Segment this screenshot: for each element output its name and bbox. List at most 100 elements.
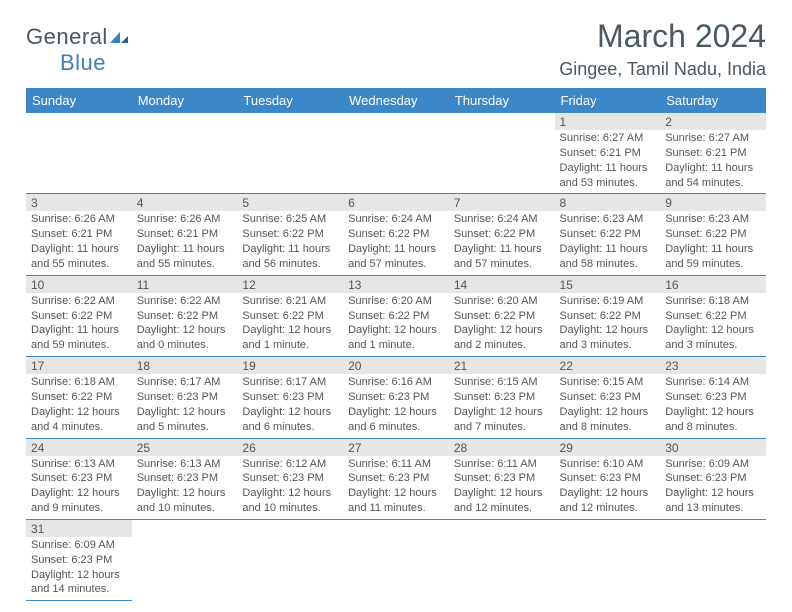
day-details: Sunrise: 6:20 AMSunset: 6:22 PMDaylight:…: [449, 293, 555, 356]
day-details: Sunrise: 6:24 AMSunset: 6:22 PMDaylight:…: [343, 211, 449, 274]
day-number: 15: [555, 276, 661, 293]
sunset-text: Sunset: 6:21 PM: [31, 227, 127, 242]
sunrise-text: Sunrise: 6:10 AM: [560, 457, 656, 472]
calendar-cell: 6Sunrise: 6:24 AMSunset: 6:22 PMDaylight…: [343, 194, 449, 275]
daylight-text: Daylight: 11 hours and 55 minutes.: [137, 242, 233, 272]
day-number: 26: [237, 439, 343, 456]
logo-text-1: General: [26, 24, 108, 49]
day-details: Sunrise: 6:27 AMSunset: 6:21 PMDaylight:…: [660, 130, 766, 193]
sunset-text: Sunset: 6:22 PM: [31, 309, 127, 324]
calendar-cell: 16Sunrise: 6:18 AMSunset: 6:22 PMDayligh…: [660, 275, 766, 356]
sunrise-text: Sunrise: 6:23 AM: [560, 212, 656, 227]
daylight-text: Daylight: 12 hours and 14 minutes.: [31, 568, 127, 598]
daylight-text: Daylight: 12 hours and 1 minute.: [348, 323, 444, 353]
day-number: 22: [555, 357, 661, 374]
day-header: Saturday: [660, 88, 766, 113]
daylight-text: Daylight: 12 hours and 10 minutes.: [242, 486, 338, 516]
sunrise-text: Sunrise: 6:17 AM: [137, 375, 233, 390]
day-header: Tuesday: [237, 88, 343, 113]
sunset-text: Sunset: 6:23 PM: [137, 471, 233, 486]
sunrise-text: Sunrise: 6:14 AM: [665, 375, 761, 390]
day-details: Sunrise: 6:26 AMSunset: 6:21 PMDaylight:…: [132, 211, 238, 274]
calendar-cell: 18Sunrise: 6:17 AMSunset: 6:23 PMDayligh…: [132, 357, 238, 438]
day-details: Sunrise: 6:16 AMSunset: 6:23 PMDaylight:…: [343, 374, 449, 437]
sunset-text: Sunset: 6:22 PM: [454, 227, 550, 242]
sunset-text: Sunset: 6:23 PM: [665, 471, 761, 486]
calendar-cell: [26, 113, 132, 194]
day-details: Sunrise: 6:18 AMSunset: 6:22 PMDaylight:…: [26, 374, 132, 437]
day-details: Sunrise: 6:26 AMSunset: 6:21 PMDaylight:…: [26, 211, 132, 274]
day-details: Sunrise: 6:13 AMSunset: 6:23 PMDaylight:…: [132, 456, 238, 519]
sunrise-text: Sunrise: 6:27 AM: [665, 131, 761, 146]
daylight-text: Daylight: 11 hours and 58 minutes.: [560, 242, 656, 272]
calendar-cell: [449, 113, 555, 194]
day-number: 31: [26, 520, 132, 537]
sunrise-text: Sunrise: 6:16 AM: [348, 375, 444, 390]
day-details: Sunrise: 6:15 AMSunset: 6:23 PMDaylight:…: [555, 374, 661, 437]
daylight-text: Daylight: 12 hours and 6 minutes.: [348, 405, 444, 435]
day-header: Wednesday: [343, 88, 449, 113]
sunrise-text: Sunrise: 6:25 AM: [242, 212, 338, 227]
sunrise-text: Sunrise: 6:13 AM: [31, 457, 127, 472]
day-number: 10: [26, 276, 132, 293]
logo-text: GeneralBlue: [26, 24, 130, 76]
day-details: Sunrise: 6:23 AMSunset: 6:22 PMDaylight:…: [555, 211, 661, 274]
day-number: 20: [343, 357, 449, 374]
sunset-text: Sunset: 6:23 PM: [665, 390, 761, 405]
sunrise-text: Sunrise: 6:23 AM: [665, 212, 761, 227]
calendar-cell: 21Sunrise: 6:15 AMSunset: 6:23 PMDayligh…: [449, 357, 555, 438]
sunset-text: Sunset: 6:21 PM: [665, 146, 761, 161]
sunrise-text: Sunrise: 6:26 AM: [31, 212, 127, 227]
calendar-cell: 10Sunrise: 6:22 AMSunset: 6:22 PMDayligh…: [26, 275, 132, 356]
calendar-cell: 19Sunrise: 6:17 AMSunset: 6:23 PMDayligh…: [237, 357, 343, 438]
day-number: 23: [660, 357, 766, 374]
calendar-cell: 4Sunrise: 6:26 AMSunset: 6:21 PMDaylight…: [132, 194, 238, 275]
sunset-text: Sunset: 6:21 PM: [137, 227, 233, 242]
calendar-cell: [343, 113, 449, 194]
daylight-text: Daylight: 12 hours and 7 minutes.: [454, 405, 550, 435]
sunset-text: Sunset: 6:22 PM: [665, 309, 761, 324]
calendar-cell: 5Sunrise: 6:25 AMSunset: 6:22 PMDaylight…: [237, 194, 343, 275]
calendar-head: SundayMondayTuesdayWednesdayThursdayFrid…: [26, 88, 766, 113]
sunrise-text: Sunrise: 6:20 AM: [348, 294, 444, 309]
daylight-text: Daylight: 12 hours and 8 minutes.: [560, 405, 656, 435]
day-details: Sunrise: 6:22 AMSunset: 6:22 PMDaylight:…: [132, 293, 238, 356]
calendar-cell: 15Sunrise: 6:19 AMSunset: 6:22 PMDayligh…: [555, 275, 661, 356]
day-number: 13: [343, 276, 449, 293]
day-details: Sunrise: 6:17 AMSunset: 6:23 PMDaylight:…: [237, 374, 343, 437]
daylight-text: Daylight: 12 hours and 1 minute.: [242, 323, 338, 353]
calendar-cell: 12Sunrise: 6:21 AMSunset: 6:22 PMDayligh…: [237, 275, 343, 356]
sunrise-text: Sunrise: 6:22 AM: [31, 294, 127, 309]
daylight-text: Daylight: 12 hours and 10 minutes.: [137, 486, 233, 516]
daylight-text: Daylight: 12 hours and 5 minutes.: [137, 405, 233, 435]
day-number: 28: [449, 439, 555, 456]
daylight-text: Daylight: 12 hours and 4 minutes.: [31, 405, 127, 435]
sunrise-text: Sunrise: 6:15 AM: [560, 375, 656, 390]
daylight-text: Daylight: 12 hours and 3 minutes.: [560, 323, 656, 353]
day-number: 5: [237, 194, 343, 211]
day-details: Sunrise: 6:27 AMSunset: 6:21 PMDaylight:…: [555, 130, 661, 193]
sunrise-text: Sunrise: 6:11 AM: [348, 457, 444, 472]
day-details: Sunrise: 6:17 AMSunset: 6:23 PMDaylight:…: [132, 374, 238, 437]
sunrise-text: Sunrise: 6:11 AM: [454, 457, 550, 472]
day-details: Sunrise: 6:21 AMSunset: 6:22 PMDaylight:…: [237, 293, 343, 356]
calendar-cell: 13Sunrise: 6:20 AMSunset: 6:22 PMDayligh…: [343, 275, 449, 356]
sunset-text: Sunset: 6:23 PM: [454, 390, 550, 405]
calendar-cell: 30Sunrise: 6:09 AMSunset: 6:23 PMDayligh…: [660, 438, 766, 519]
calendar-cell: 14Sunrise: 6:20 AMSunset: 6:22 PMDayligh…: [449, 275, 555, 356]
daylight-text: Daylight: 12 hours and 0 minutes.: [137, 323, 233, 353]
daylight-text: Daylight: 12 hours and 12 minutes.: [454, 486, 550, 516]
sunrise-text: Sunrise: 6:09 AM: [31, 538, 127, 553]
sunrise-text: Sunrise: 6:26 AM: [137, 212, 233, 227]
day-number: 3: [26, 194, 132, 211]
day-details: Sunrise: 6:10 AMSunset: 6:23 PMDaylight:…: [555, 456, 661, 519]
day-details: Sunrise: 6:20 AMSunset: 6:22 PMDaylight:…: [343, 293, 449, 356]
day-details: Sunrise: 6:23 AMSunset: 6:22 PMDaylight:…: [660, 211, 766, 274]
calendar-cell: 22Sunrise: 6:15 AMSunset: 6:23 PMDayligh…: [555, 357, 661, 438]
sunrise-text: Sunrise: 6:24 AM: [348, 212, 444, 227]
daylight-text: Daylight: 12 hours and 11 minutes.: [348, 486, 444, 516]
sunset-text: Sunset: 6:23 PM: [31, 553, 127, 568]
day-number: 9: [660, 194, 766, 211]
day-details: Sunrise: 6:11 AMSunset: 6:23 PMDaylight:…: [343, 456, 449, 519]
sunset-text: Sunset: 6:22 PM: [242, 227, 338, 242]
